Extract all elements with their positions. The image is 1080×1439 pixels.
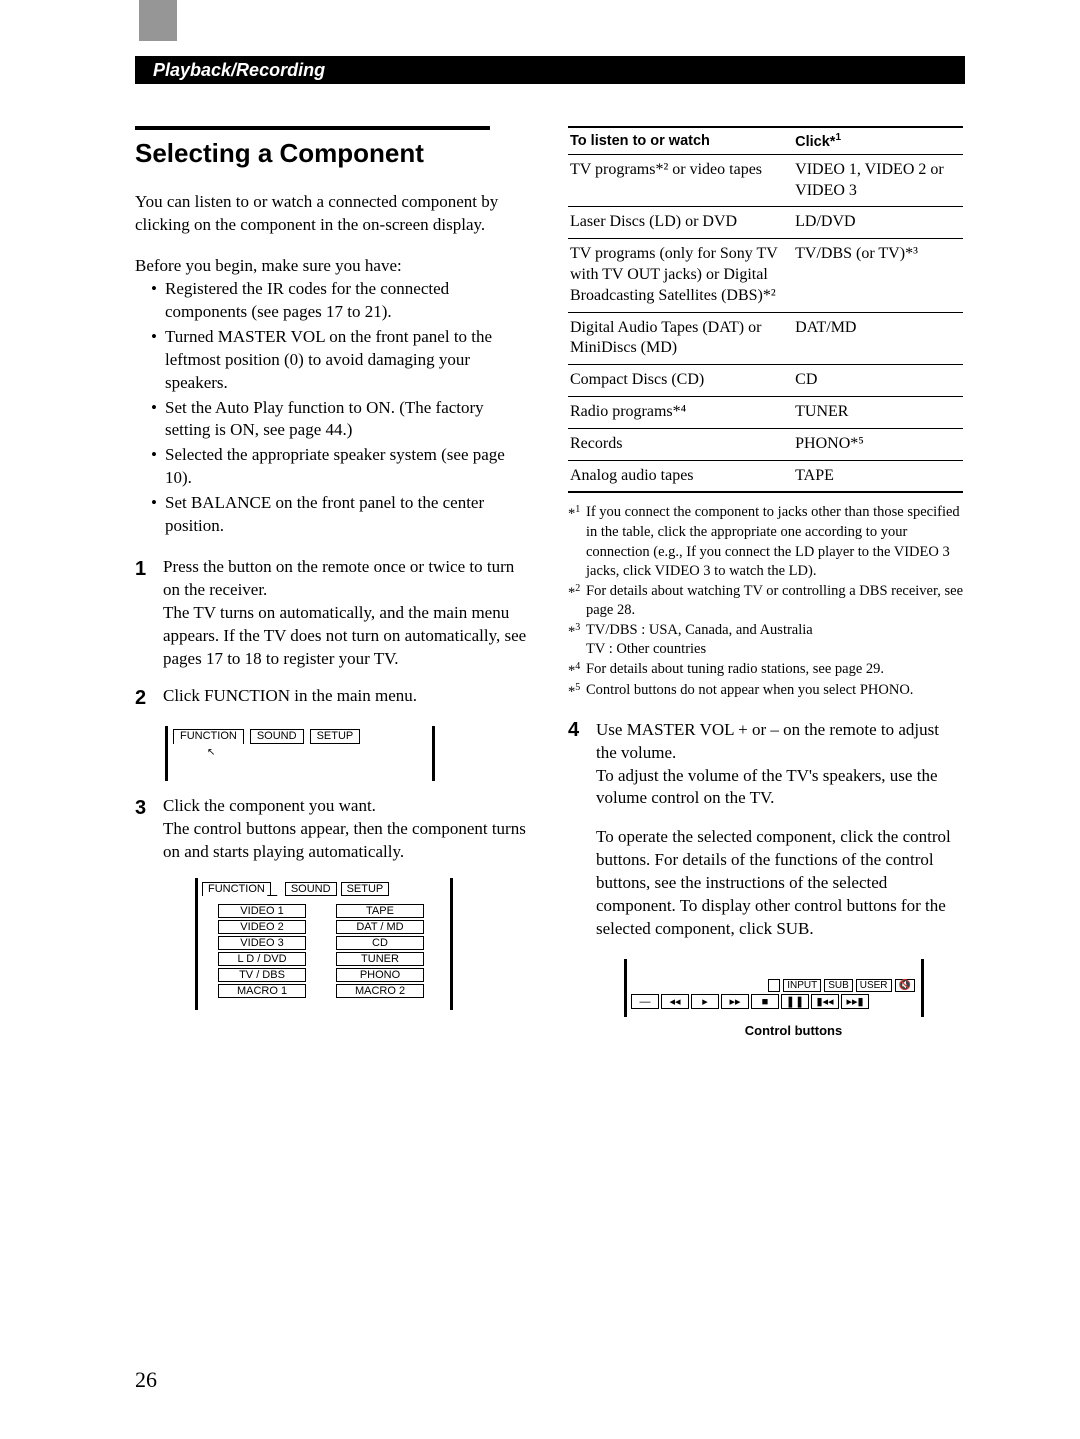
- list-item: Selected the appropriate speaker system …: [151, 444, 530, 490]
- menu-item: TAPE: [336, 904, 424, 918]
- list-item: Registered the IR codes for the connecte…: [151, 278, 530, 324]
- blank-button: [768, 979, 780, 992]
- table-cell: DAT/MD: [793, 312, 963, 365]
- list-item: Set the Auto Play function to ON. (The f…: [151, 397, 530, 443]
- page-number: 26: [135, 1367, 157, 1393]
- tab-setup: SETUP: [341, 882, 390, 896]
- menu-item: TV / DBS: [218, 968, 306, 982]
- right-column: To listen to or watch Click*1 TV program…: [568, 126, 963, 1038]
- footnote: Control buttons do not appear when you s…: [586, 681, 913, 702]
- tab-function: FUNCTION: [173, 729, 244, 744]
- footnote: For details about tuning radio stations,…: [586, 660, 884, 681]
- list-item: Set BALANCE on the front panel to the ce…: [151, 492, 530, 538]
- tab-function: FUNCTION: [202, 882, 271, 896]
- step-text: Use MASTER VOL + or – on the remote to a…: [596, 720, 939, 762]
- menu-item: PHONO: [336, 968, 424, 982]
- menu-item: L D / DVD: [218, 952, 306, 966]
- play-icon: ▸: [691, 994, 719, 1009]
- mute-icon: 🔇: [895, 979, 915, 992]
- step-number: 2: [135, 685, 163, 712]
- next-track-icon: ▸▸▮: [841, 994, 869, 1009]
- step-number: 3: [135, 795, 163, 864]
- table-cell: LD/DVD: [793, 207, 963, 239]
- cursor-icon: ↖: [207, 746, 461, 760]
- table-header: Click*1: [793, 127, 963, 154]
- step-text: Click the component you want.: [163, 796, 376, 815]
- table-cell: Analog audio tapes: [568, 460, 793, 492]
- figure-caption: Control buttons: [624, 1023, 963, 1038]
- tab-setup: SETUP: [310, 729, 361, 744]
- table-cell: TUNER: [793, 397, 963, 429]
- prev-track-icon: ▮◂◂: [811, 994, 839, 1009]
- table-cell: Compact Discs (CD): [568, 365, 793, 397]
- user-button: USER: [856, 979, 892, 992]
- step-text: Press the button on the remote once or t…: [163, 557, 514, 599]
- footnotes: *1If you connect the component to jacks …: [568, 503, 963, 702]
- table-cell: VIDEO 1, VIDEO 2 or VIDEO 3: [793, 154, 963, 207]
- step-text: To operate the selected component, click…: [596, 827, 951, 938]
- title-rule: [135, 126, 490, 130]
- list-item: Turned MASTER VOL on the front panel to …: [151, 326, 530, 395]
- step-4: 4 Use MASTER VOL + or – on the remote to…: [568, 719, 963, 941]
- prep-list: Registered the IR codes for the connecte…: [135, 278, 530, 538]
- header-accent-box: [139, 0, 177, 41]
- menu-item: MACRO 1: [218, 984, 306, 998]
- step-text: Click FUNCTION in the main menu.: [163, 685, 417, 712]
- left-column: Selecting a Component You can listen to …: [135, 126, 530, 1038]
- menu-item: VIDEO 2: [218, 920, 306, 934]
- table-cell: PHONO*⁵: [793, 428, 963, 460]
- pause-icon: ❚❚: [781, 994, 809, 1009]
- table-header: To listen to or watch: [568, 127, 793, 154]
- table-cell: TV programs (only for Sony TV with TV OU…: [568, 239, 793, 312]
- table-cell: Laser Discs (LD) or DVD: [568, 207, 793, 239]
- rewind-icon: ◂◂: [661, 994, 689, 1009]
- page-title: Selecting a Component: [135, 138, 530, 169]
- component-table: To listen to or watch Click*1 TV program…: [568, 126, 963, 493]
- figure-control-buttons: INPUT SUB USER 🔇 — ◂◂ ▸ ▸▸ ■ ❚❚ ▮◂◂ ▸▸▮ …: [624, 959, 963, 1038]
- step-number: 4: [568, 719, 596, 941]
- menu-item: DAT / MD: [336, 920, 424, 934]
- menu-item: CD: [336, 936, 424, 950]
- step-number: 1: [135, 556, 163, 671]
- step-1: 1 Press the button on the remote once or…: [135, 556, 530, 671]
- footnote: TV : Other countries: [586, 641, 706, 657]
- before-text: Before you begin, make sure you have:: [135, 255, 530, 278]
- step-text: The control buttons appear, then the com…: [163, 819, 526, 861]
- table-cell: TV/DBS (or TV)*³: [793, 239, 963, 312]
- table-cell: Records: [568, 428, 793, 460]
- menu-item: MACRO 2: [336, 984, 424, 998]
- input-button: INPUT: [783, 979, 821, 992]
- table-cell: CD: [793, 365, 963, 397]
- stop-icon: ■: [751, 994, 779, 1009]
- figure-main-menu: FUNCTION SOUND SETUP ↖: [165, 726, 435, 782]
- ffwd-icon: ▸▸: [721, 994, 749, 1009]
- figure-component-menu: FUNCTION SOUND SETUP VIDEO 1 VIDEO 2 VID…: [195, 878, 453, 1010]
- step-2: 2 Click FUNCTION in the main menu.: [135, 685, 530, 712]
- step-text: To adjust the volume of the TV's speaker…: [596, 766, 938, 808]
- menu-item: VIDEO 1: [218, 904, 306, 918]
- tab-sound: SOUND: [250, 729, 304, 744]
- minus-icon: —: [631, 994, 659, 1009]
- footnote: If you connect the component to jacks ot…: [586, 503, 963, 581]
- tab-sound: SOUND: [285, 882, 337, 896]
- page-content: Selecting a Component You can listen to …: [135, 126, 965, 1038]
- intro-text: You can listen to or watch a connected c…: [135, 191, 530, 237]
- menu-item: VIDEO 3: [218, 936, 306, 950]
- sub-button: SUB: [824, 979, 853, 992]
- table-cell: TAPE: [793, 460, 963, 492]
- step-text: The TV turns on automatically, and the m…: [163, 603, 526, 668]
- table-cell: TV programs*² or video tapes: [568, 154, 793, 207]
- menu-item: TUNER: [336, 952, 424, 966]
- step-3: 3 Click the component you want. The cont…: [135, 795, 530, 864]
- footnote: TV/DBS : USA, Canada, and Australia: [586, 622, 813, 638]
- footnote: For details about watching TV or control…: [586, 582, 963, 621]
- section-header-bar: Playback/Recording: [135, 56, 965, 84]
- table-cell: Digital Audio Tapes (DAT) or MiniDiscs (…: [568, 312, 793, 365]
- table-cell: Radio programs*⁴: [568, 397, 793, 429]
